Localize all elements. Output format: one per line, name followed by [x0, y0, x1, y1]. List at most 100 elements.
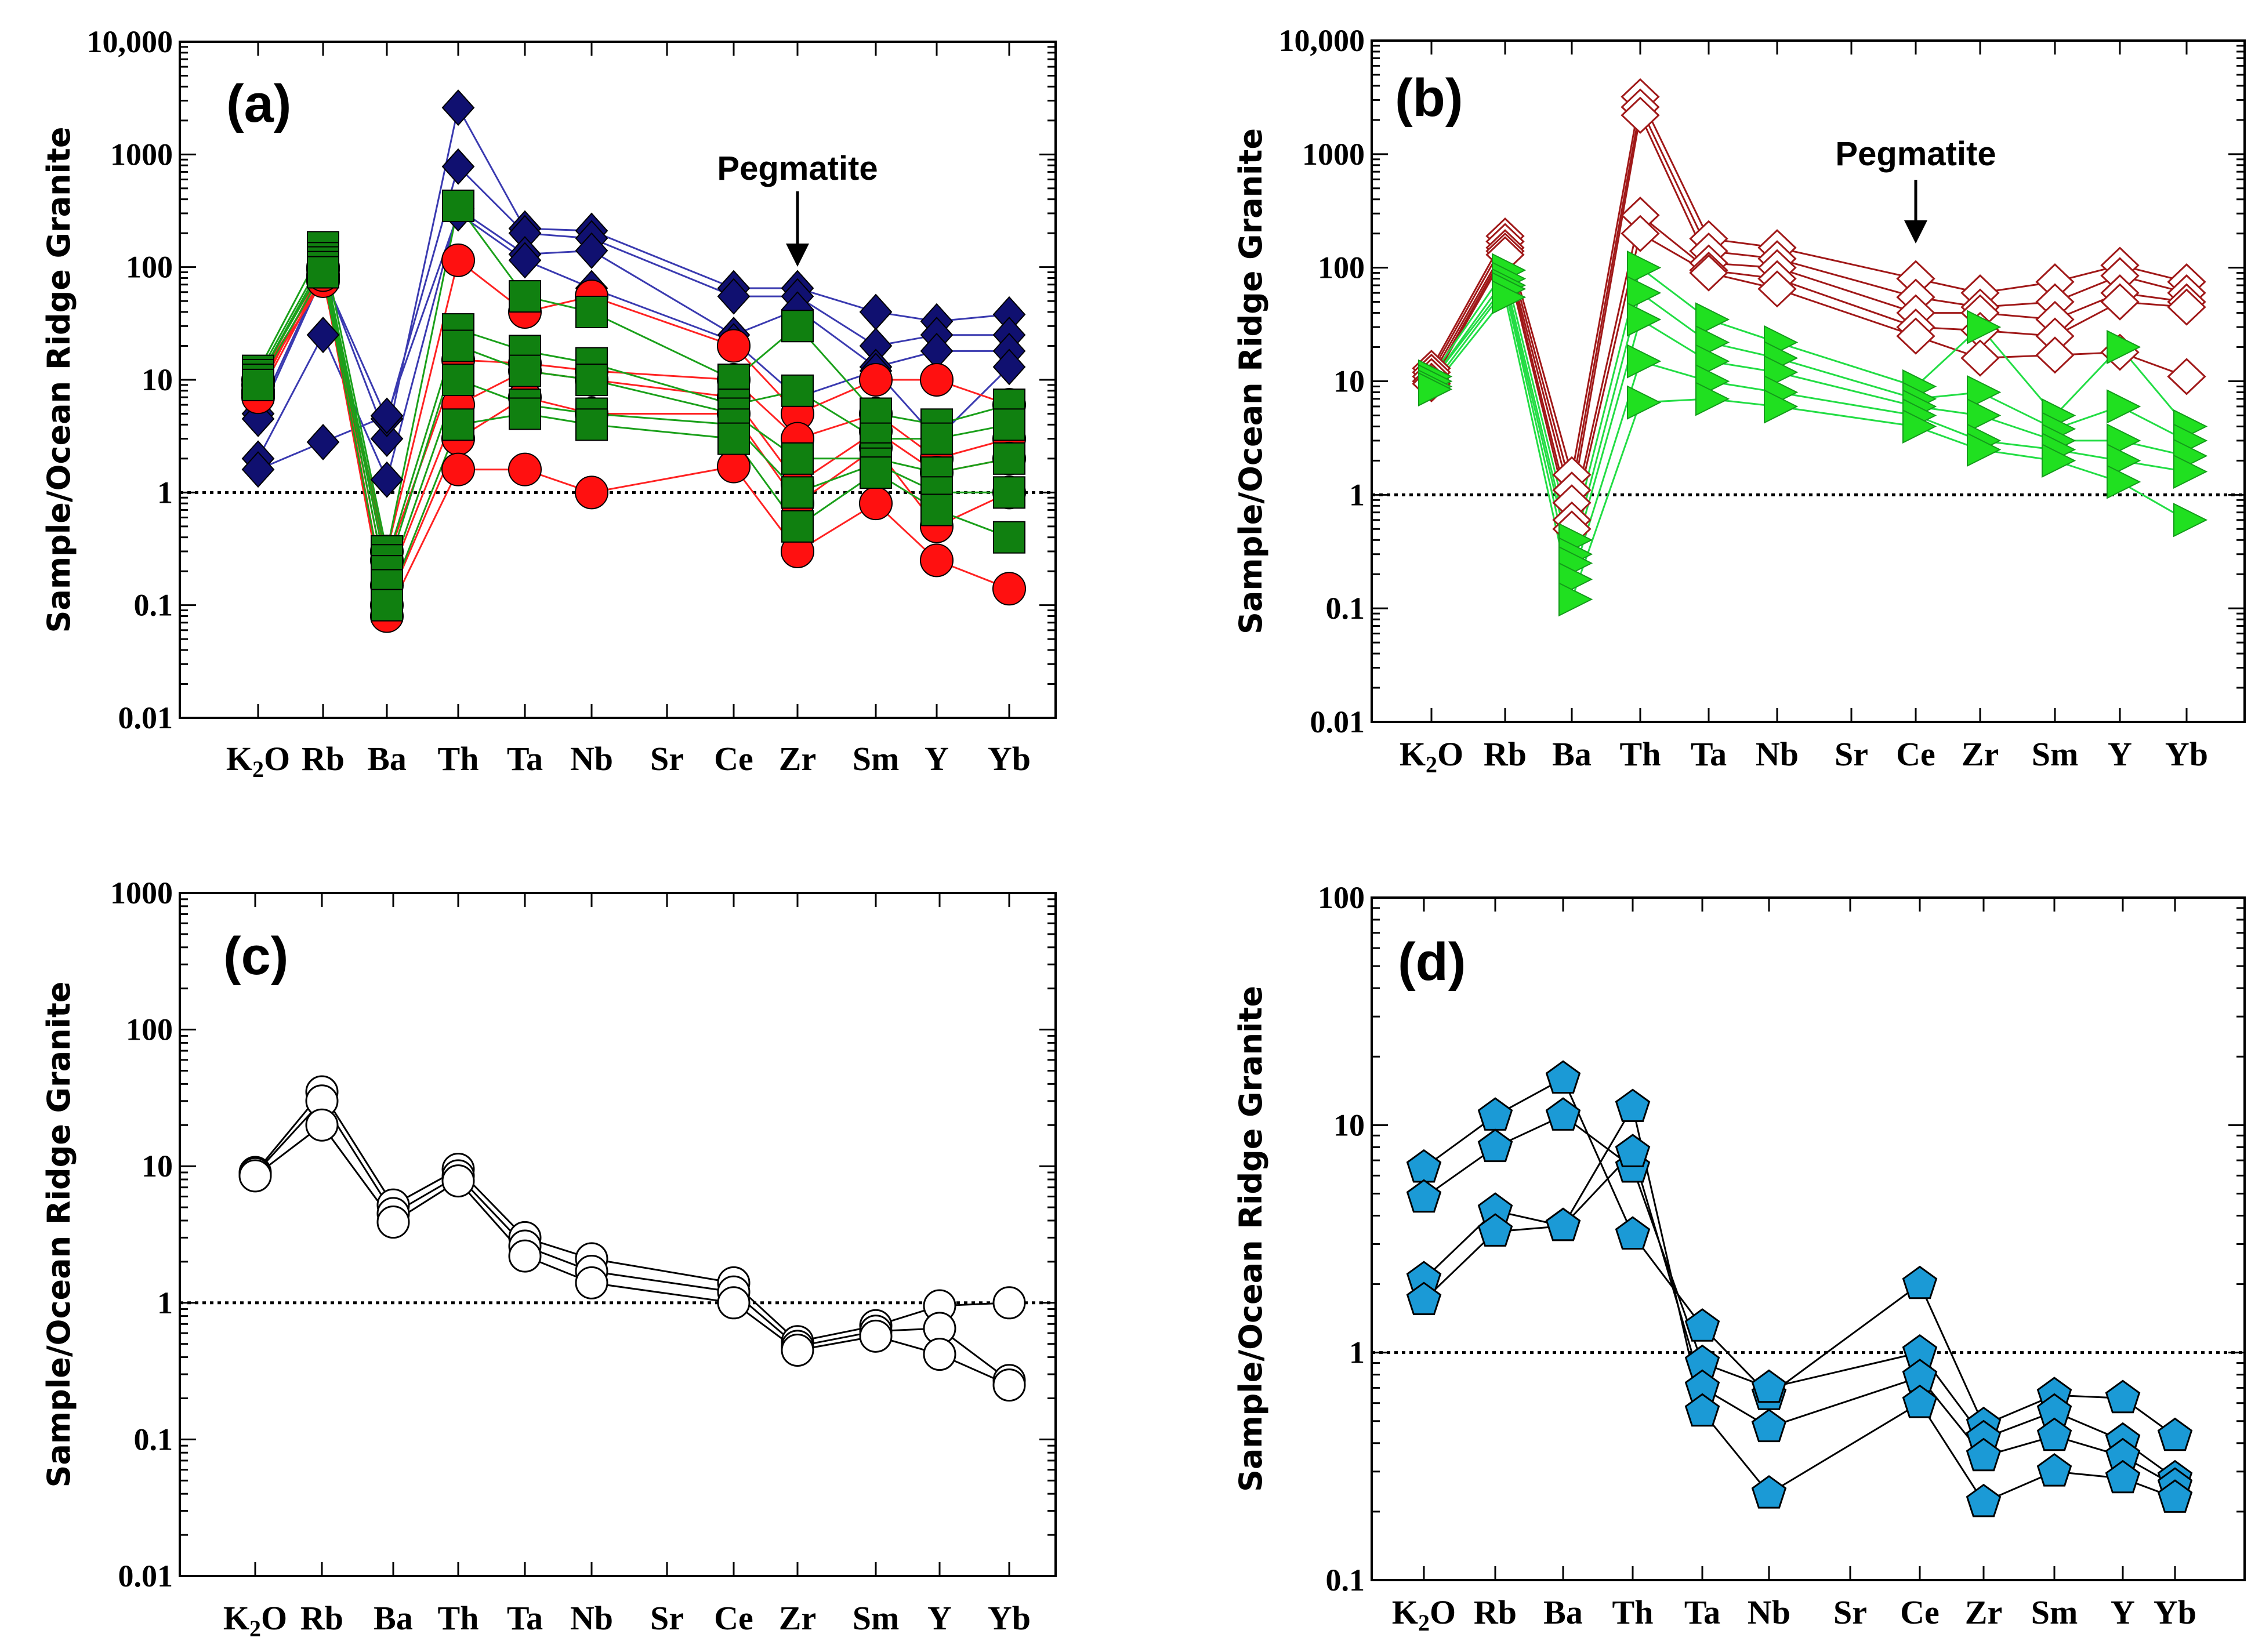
x-tick-label-yb: Yb — [2165, 735, 2208, 773]
data-point — [575, 364, 608, 396]
series-3-markers — [242, 189, 1025, 622]
data-point — [508, 242, 542, 279]
series-1-markers — [238, 1075, 1026, 1402]
x-tick-label-sm: Sm — [853, 1599, 900, 1637]
data-point — [781, 476, 814, 509]
data-point — [370, 420, 404, 458]
x-tick-label-nb: Nb — [1756, 735, 1799, 773]
data-point — [441, 89, 475, 126]
x-tick-label-rb: Rb — [1484, 735, 1527, 773]
y-tick-label: 1 — [157, 475, 173, 510]
y-tick-label: 0.01 — [118, 1559, 173, 1593]
data-point — [992, 1368, 1026, 1402]
data-point — [1545, 1207, 1581, 1241]
y-tick-label: 0.01 — [1310, 705, 1365, 739]
panel-label: (d) — [1398, 932, 1466, 992]
x-tick-label-sr: Sr — [650, 740, 684, 778]
data-point — [1621, 215, 1660, 252]
data-point — [993, 476, 1025, 509]
data-point — [859, 293, 893, 331]
data-point — [920, 363, 954, 397]
data-point — [508, 1239, 542, 1273]
x-tick-label-th: Th — [1620, 735, 1661, 773]
x-tick-label-ba: Ba — [1543, 1593, 1583, 1631]
x-tick-label-y: Y — [925, 740, 949, 778]
data-point — [1966, 1437, 2002, 1472]
x-tick-label-yb: Yb — [988, 740, 1031, 778]
plot-frame — [1371, 896, 2246, 1581]
data-point — [241, 451, 275, 488]
data-point — [1751, 1475, 1787, 1509]
data-point — [1902, 1265, 1938, 1299]
data-point — [860, 456, 892, 489]
y-axis-title: Sample/Ocean Ridge Granite — [1232, 128, 1269, 634]
data-point — [1615, 1088, 1651, 1122]
data-point — [1545, 1097, 1581, 1131]
data-point — [1627, 385, 1662, 420]
data-point — [1751, 1408, 1787, 1443]
x-tick-label-ba: Ba — [374, 1599, 413, 1637]
data-point — [441, 452, 475, 486]
data-point — [923, 1338, 956, 1371]
data-point — [442, 189, 474, 222]
data-point — [370, 461, 404, 498]
data-point — [2107, 464, 2141, 499]
data-point — [376, 1206, 410, 1239]
data-point — [1902, 409, 1937, 444]
data-point — [2157, 1479, 2193, 1513]
data-point — [1615, 1134, 1651, 1167]
annotation-arrow-head — [786, 244, 809, 267]
annotation-arrow-head — [1904, 220, 1927, 244]
series-1 — [257, 105, 1010, 482]
data-point — [1627, 250, 1662, 285]
data-point — [1757, 270, 1797, 308]
y-tick-label: 10 — [1333, 1108, 1365, 1142]
data-point — [1689, 254, 1728, 292]
data-point — [1751, 1369, 1787, 1403]
x-tick-label-zr: Zr — [779, 1599, 816, 1637]
series-line — [1430, 266, 2188, 540]
data-point — [1627, 302, 1662, 337]
x-tick-label-sm: Sm — [2031, 1593, 2078, 1631]
data-point — [442, 364, 474, 396]
data-point — [509, 397, 541, 430]
y-tick-label: 10,000 — [87, 24, 173, 59]
x-tick-label-ce: Ce — [714, 740, 753, 778]
data-point — [509, 354, 541, 387]
data-point — [1896, 317, 1935, 355]
data-point — [2107, 329, 2141, 365]
series-2 — [1430, 266, 2188, 603]
y-axis-title: Sample/Ocean Ridge Granite — [41, 127, 77, 633]
data-point — [1627, 275, 1662, 310]
data-point — [992, 572, 1026, 606]
y-tick-label: 1000 — [110, 137, 173, 172]
x-tick-label-sm: Sm — [2032, 735, 2079, 773]
data-point — [993, 442, 1025, 475]
data-point — [1558, 582, 1593, 617]
data-point — [781, 374, 814, 407]
data-point — [717, 449, 751, 484]
x-tick-label-ta: Ta — [1684, 1593, 1720, 1631]
x-tick-label-ta: Ta — [507, 740, 543, 778]
data-point — [575, 295, 608, 328]
data-point — [1684, 1393, 1720, 1427]
y-tick-label: 1 — [157, 1286, 173, 1320]
y-axis-title: Sample/Ocean Ridge Granite — [1232, 986, 1269, 1492]
data-point — [306, 317, 340, 354]
y-tick-label: 1000 — [110, 876, 173, 910]
data-point — [859, 1319, 893, 1353]
data-point — [1695, 302, 1730, 337]
x-tick-label-rb: Rb — [1474, 1593, 1517, 1631]
x-tick-label-sr: Sr — [1835, 735, 1868, 773]
x-tick-label-ba: Ba — [367, 740, 407, 778]
data-point — [781, 1334, 814, 1367]
y-tick-label: 0.1 — [134, 1422, 173, 1457]
data-point — [859, 486, 893, 521]
data-point — [993, 521, 1025, 554]
y-tick-label: 1 — [1349, 1335, 1365, 1370]
data-point — [370, 397, 404, 434]
data-point — [575, 475, 608, 510]
data-point — [509, 280, 541, 313]
y-tick-label: 100 — [1318, 880, 1365, 915]
series-1 — [254, 1090, 1010, 1386]
